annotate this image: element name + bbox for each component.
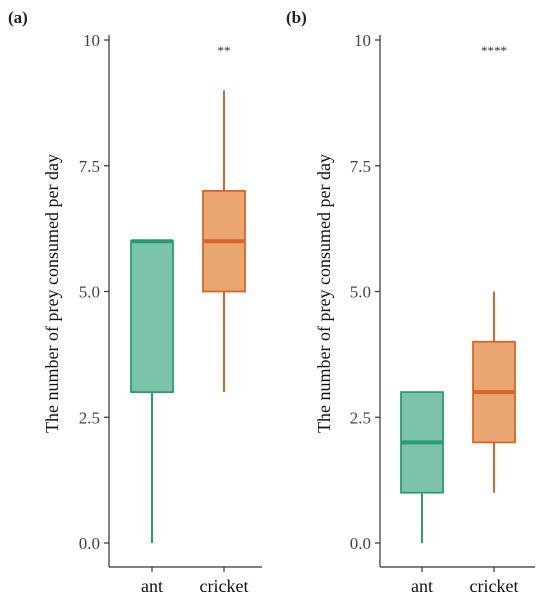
- panel-label: (b): [286, 8, 307, 27]
- y-tick-label: 5.0: [350, 283, 371, 302]
- significance-stars: ****: [481, 43, 507, 58]
- iqr-box: [130, 240, 174, 393]
- panel-label: (a): [8, 8, 28, 27]
- y-axis-title: The number of prey consumed per day: [42, 154, 62, 433]
- y-axis-title: The number of prey consumed per day: [314, 154, 334, 433]
- box-ant: [400, 391, 444, 543]
- box-cricket: [472, 291, 516, 493]
- box-cricket: [202, 90, 246, 393]
- box-ant: [130, 239, 174, 543]
- x-tick-label: ant: [411, 576, 433, 596]
- y-tick-label: 7.5: [79, 157, 100, 176]
- x-tick-label: ant: [141, 576, 163, 596]
- y-tick-label: 10: [354, 31, 371, 50]
- panel-b: (b) 0.0 2.5 5.0 7.5 10 The number of prey cons…: [286, 8, 535, 596]
- y-tick-label: 2.5: [79, 408, 100, 427]
- y-tick-label: 0.0: [79, 534, 100, 553]
- y-tick-label: 7.5: [350, 157, 371, 176]
- y-tick-label: 10: [83, 31, 100, 50]
- y-tick-label: 0.0: [350, 534, 371, 553]
- y-tick-label: 5.0: [79, 283, 100, 302]
- x-tick-label: cricket: [200, 576, 249, 596]
- significance-stars: **: [218, 43, 231, 58]
- y-tick-label: 2.5: [350, 408, 371, 427]
- x-tick-label: cricket: [470, 576, 519, 596]
- panel-a: (a) 0.0 2.5 5.0 7.5 10 The number of prey cons…: [8, 8, 262, 596]
